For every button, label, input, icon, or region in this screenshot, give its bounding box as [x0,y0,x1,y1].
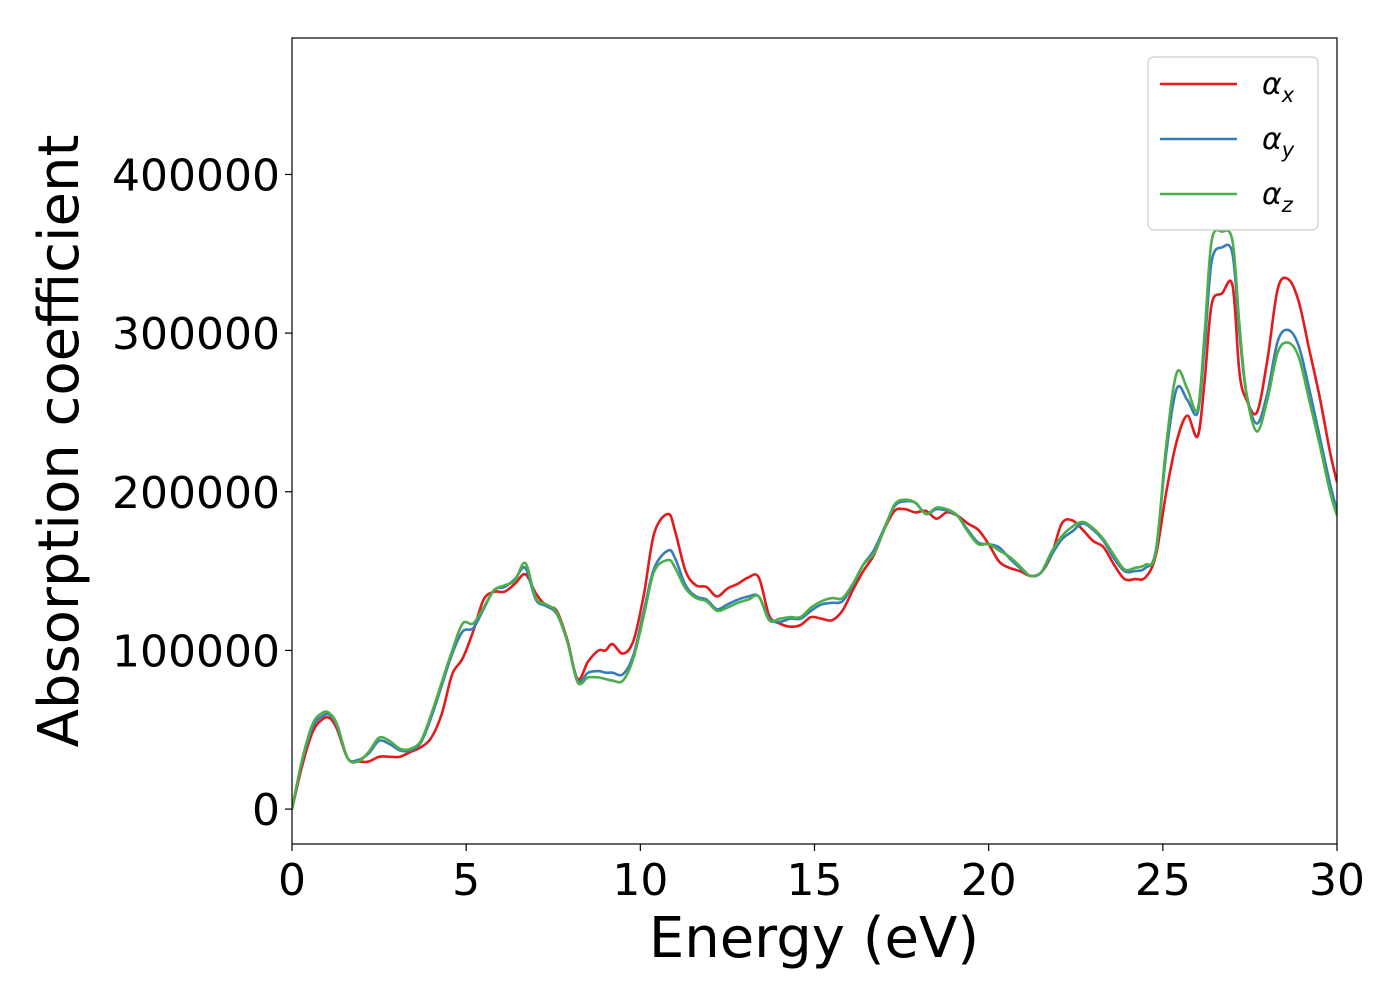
legend-items: αx αy αz [1160,67,1295,217]
x-tick-label: 15 [787,855,843,906]
x-tick-label: 25 [1135,855,1191,906]
x-tick-label: 20 [961,855,1017,906]
x-tick-label: 5 [452,855,480,906]
y-tick-label: 100000 [112,626,280,677]
y-tick-label: 200000 [112,468,280,519]
series-line-y [292,243,1337,810]
legend-box [1147,56,1319,231]
legend-label-y: αy [1262,122,1295,162]
x-axis: 0 5 10 15 20 25 30 [278,844,1365,906]
legend-label-x: αx [1262,67,1295,107]
y-tick-label: 0 [252,785,280,836]
y-axis: 0 100000 200000 300000 400000 [112,150,292,836]
series-layer [292,228,1337,810]
y-axis-title: Absorption coefficient [27,135,92,748]
x-axis-title: Energy (eV) [649,906,979,971]
series-line-x [292,276,1337,810]
x-tick-label: 0 [278,855,306,906]
series-line-z [292,228,1337,810]
y-tick-label: 300000 [112,309,280,360]
legend-label-z: αz [1262,177,1294,217]
x-tick-label: 10 [612,855,668,906]
y-tick-label: 400000 [112,150,280,201]
legend: αx αy αz [1147,56,1319,231]
x-tick-label: 30 [1309,855,1365,906]
